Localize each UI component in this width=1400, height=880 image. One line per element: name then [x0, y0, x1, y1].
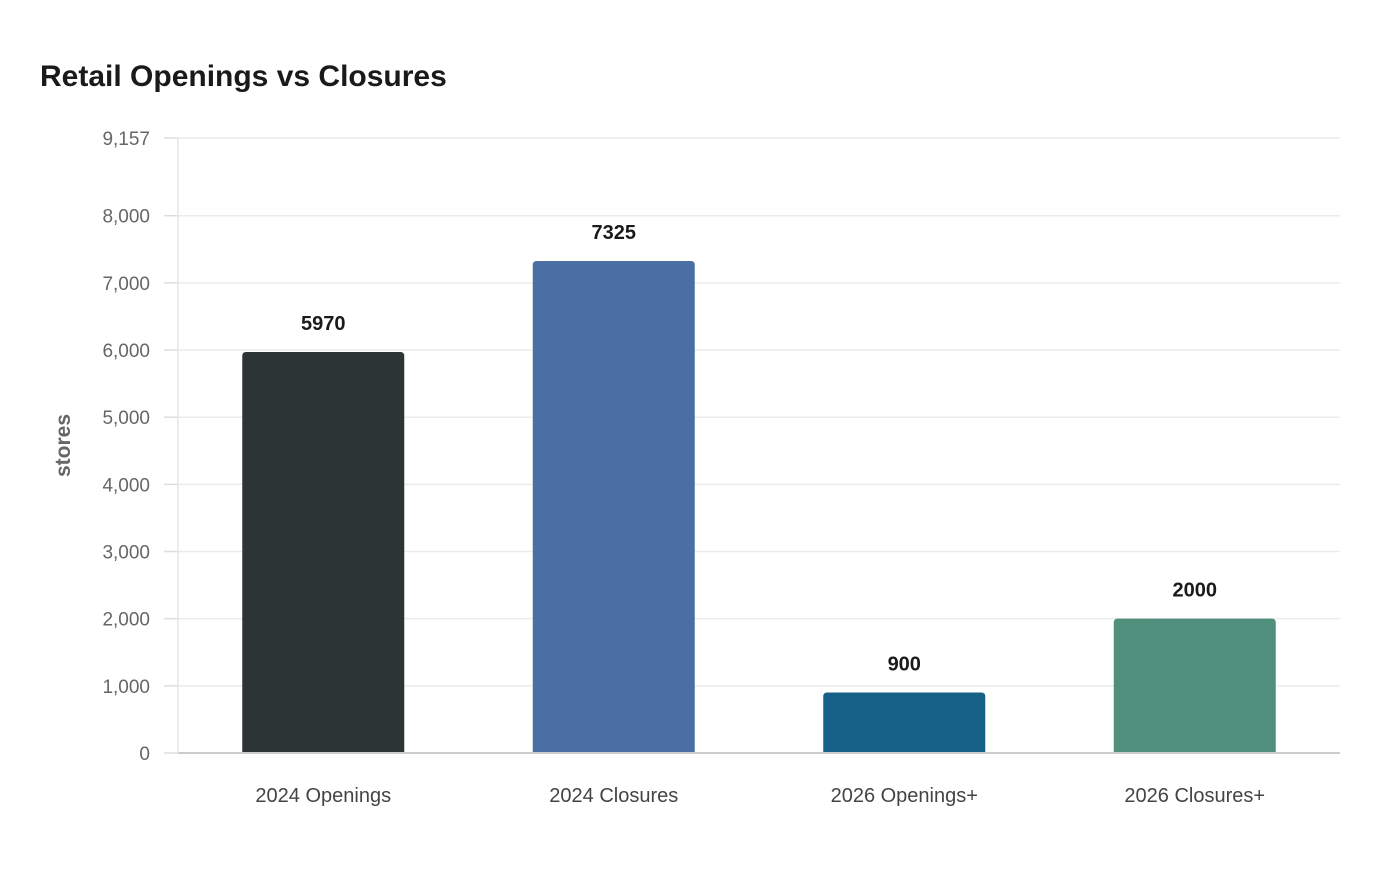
bars — [242, 261, 1276, 753]
y-tick-label: 0 — [139, 744, 150, 765]
bar-value-label: 5970 — [301, 313, 346, 335]
y-tick-label: 3,000 — [102, 543, 150, 564]
y-axis-ticks: 0 1,000 2,000 3,000 4,000 5,000 6,000 7,000 8,00… — [102, 129, 178, 765]
y-tick-label: 6,000 — [102, 341, 150, 362]
bar — [242, 352, 405, 753]
bar-value-label: 7325 — [592, 222, 637, 244]
y-tick-label: 8,000 — [102, 207, 150, 228]
bar — [532, 261, 695, 753]
bar — [1113, 618, 1276, 753]
y-tick-label: 4,000 — [102, 475, 150, 496]
x-category-label: 2024 Closures — [549, 785, 678, 807]
x-category-label: 2026 Openings+ — [831, 785, 978, 807]
chart-title: Retail Openings vs Closures — [40, 60, 447, 93]
x-axis-categories: 2024 Openings 2024 Closures 2026 Openings+… — [255, 785, 1265, 807]
y-tick-label: 9,157 — [102, 129, 150, 150]
y-tick-label: 1,000 — [102, 677, 150, 698]
bar-value-label: 900 — [888, 654, 921, 676]
y-tick-label: 5,000 — [102, 408, 150, 429]
x-category-label: 2026 Closures+ — [1124, 785, 1265, 807]
x-category-label: 2024 Openings — [255, 785, 391, 807]
bar-value-label: 2000 — [1173, 580, 1218, 602]
y-axis-title: stores — [52, 414, 75, 477]
bar — [823, 692, 986, 753]
y-tick-label: 2,000 — [102, 610, 150, 631]
y-tick-label: 7,000 — [102, 274, 150, 295]
data-labels: 5970 7325 900 2000 — [301, 222, 1217, 676]
